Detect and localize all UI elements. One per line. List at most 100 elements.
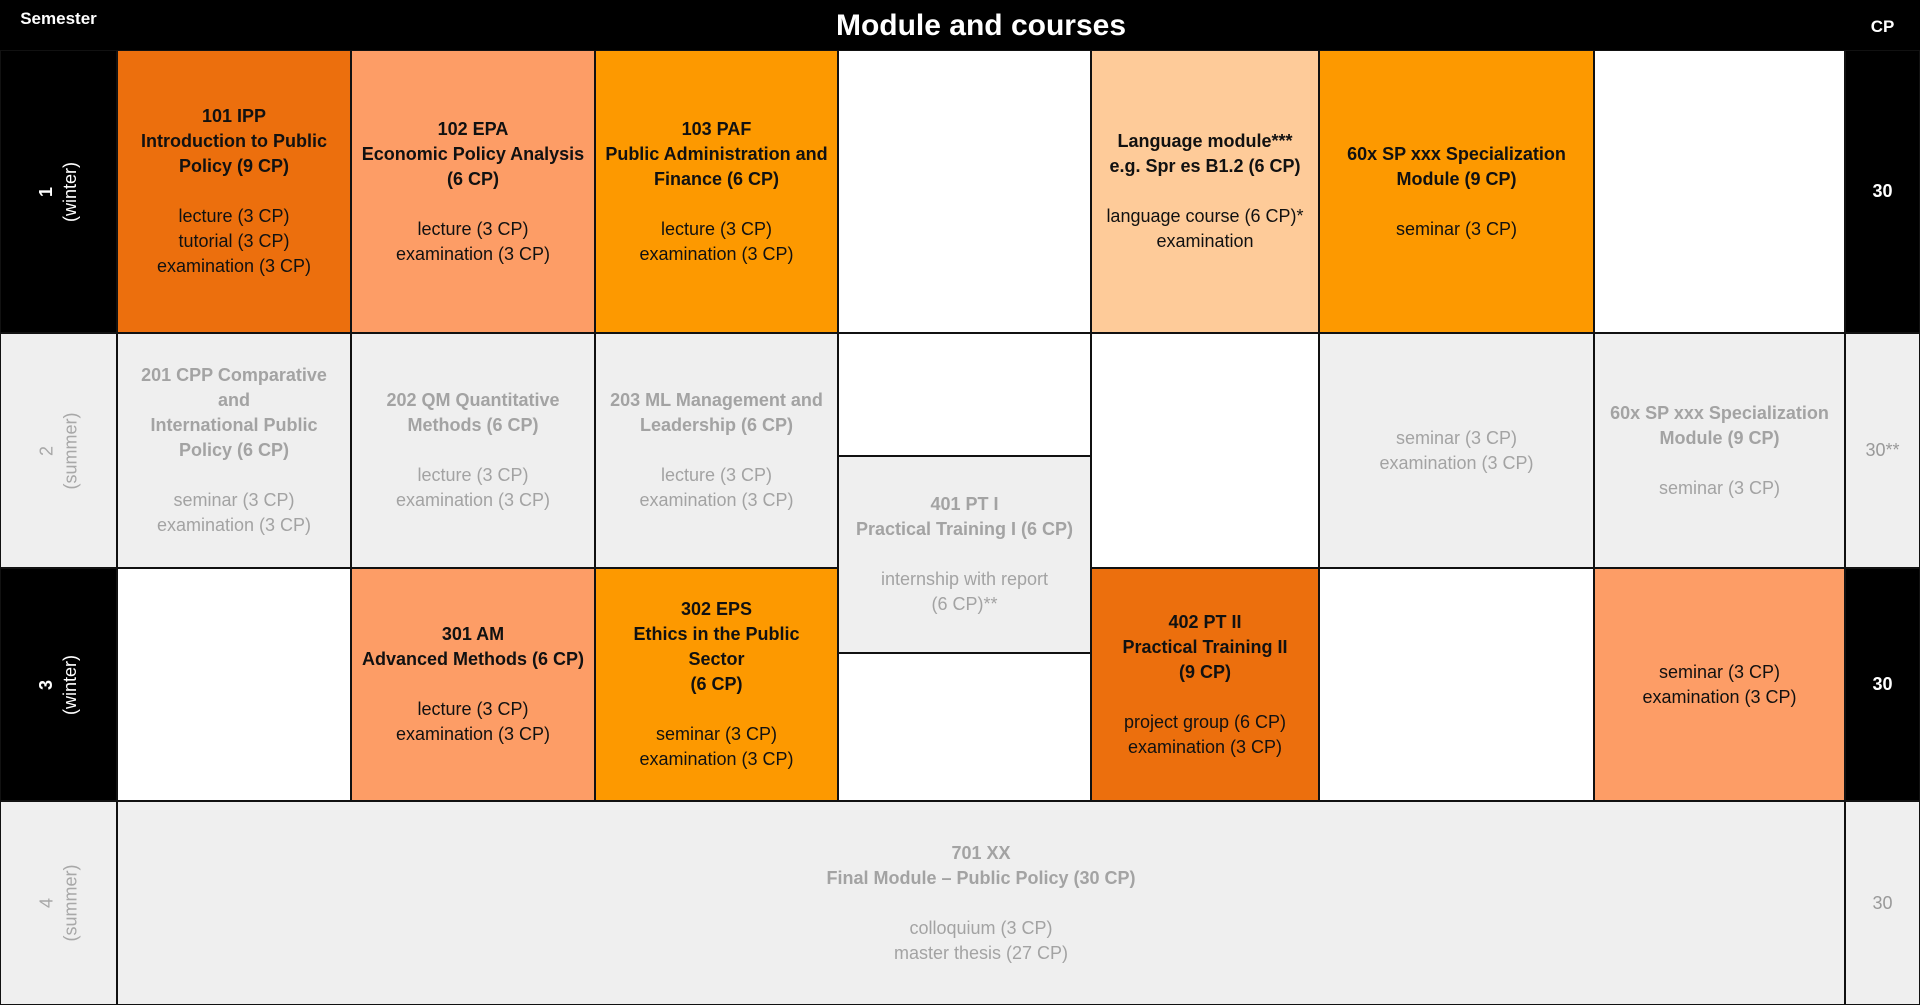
module-202-qm: 202 QM Quantitative Methods (6 CP) lectu… [351, 333, 595, 568]
module-title: Practical Training II [1122, 636, 1288, 657]
semester-header: Semester [0, 0, 117, 50]
module-302-eps: 302 EPS Ethics in the Public Sector (6 C… [595, 568, 838, 801]
empty-cell [1319, 568, 1594, 801]
module-301-am: 301 AM Advanced Methods (6 CP) lecture (… [351, 568, 595, 801]
module-title: (6 CP) [690, 674, 743, 694]
semester-number: 3 [36, 679, 57, 690]
semester-3-cp: 30 [1845, 568, 1920, 801]
semester-1-rotated: 1 (winter) [34, 161, 82, 221]
module-code: 701 XX [951, 842, 1011, 863]
module-102-epa: 102 EPA Economic Policy Analysis (6 CP) … [351, 50, 595, 333]
module-title: Finance (6 CP) [653, 168, 780, 189]
module-101-ipp: 101 IPP Introduction to Public Policy (9… [117, 50, 351, 333]
semester-season: (summer) [60, 864, 81, 942]
semester-season: (winter) [60, 654, 81, 715]
module-title: Methods (6 CP) [407, 415, 539, 435]
empty-cell [1594, 50, 1845, 333]
course-item: lecture (3 CP) [660, 465, 773, 485]
empty-cell [117, 568, 351, 801]
course-item: examination (3 CP) [1379, 452, 1534, 473]
course-item: examination [1156, 231, 1254, 251]
semester-2-rotated: 2 (summer) [35, 412, 83, 489]
semester-season: (winter) [60, 161, 81, 222]
module-title: Policy (6 CP) [178, 440, 290, 460]
module-title: e.g. Spr es B1.2 (6 CP) [1109, 156, 1301, 176]
empty-cell [838, 333, 1091, 456]
course-item: examination (3 CP) [639, 749, 794, 769]
module-103-paf: 103 PAF Public Administration and Financ… [595, 50, 838, 333]
module-title: Policy (9 CP) [178, 156, 290, 176]
empty-cell [1091, 333, 1319, 568]
module-title: 203 ML Management and [610, 390, 823, 410]
semester-number: 4 [36, 898, 57, 909]
course-item: examination (3 CP) [639, 243, 794, 264]
specialization-courses-3: seminar (3 CP) examination (3 CP) [1594, 568, 1845, 801]
course-item: examination (3 CP) [395, 490, 551, 510]
module-title: Economic Policy Analysis [361, 143, 585, 164]
module-title: Module (9 CP) [1396, 168, 1517, 189]
course-item: seminar (3 CP) [655, 724, 778, 744]
module-title: Final Module – Public Policy (30 CP) [826, 867, 1136, 888]
practical-training-column: 401 PT I Practical Training I (6 CP) int… [838, 333, 1091, 801]
course-item: lecture (3 CP) [417, 699, 529, 719]
course-item: lecture (3 CP) [178, 206, 290, 226]
module-title: Module (9 CP) [1659, 427, 1780, 448]
course-item: examination (3 CP) [395, 243, 551, 264]
course-item: examination (3 CP) [156, 256, 312, 276]
course-item: examination (3 CP) [1127, 736, 1283, 757]
semester-3-label: 3 (winter) [0, 568, 117, 801]
module-code: 401 PT I [930, 494, 999, 514]
module-title: 202 QM Quantitative [386, 390, 560, 410]
semester-4-label: 4 (summer) [0, 801, 117, 1005]
module-title: (6 CP) [446, 168, 499, 189]
module-title: Advanced Methods (6 CP) [361, 649, 585, 669]
module-title: Ethics in the Public Sector [633, 624, 800, 669]
module-title: 60x SP xxx Specialization [1610, 402, 1829, 423]
empty-cell [838, 653, 1091, 801]
module-code: 103 PAF [681, 118, 752, 139]
module-code: 402 PT II [1168, 611, 1242, 632]
course-item: examination (3 CP) [395, 724, 551, 744]
module-401-pt-i: 401 PT I Practical Training I (6 CP) int… [838, 456, 1091, 653]
specialization-module-2: 60x SP xxx Specialization Module (9 CP) … [1594, 333, 1845, 568]
module-title: International Public [150, 415, 318, 435]
semester-4-cp: 30 [1845, 801, 1920, 1005]
empty-cell [838, 50, 1091, 333]
module-title: 60x SP xxx Specialization [1347, 143, 1566, 164]
language-module: Language module*** e.g. Spr es B1.2 (6 C… [1091, 50, 1319, 333]
module-code: 302 EPS [680, 599, 753, 619]
semester-1-label: 1 (winter) [0, 50, 117, 333]
specialization-module-1: 60x SP xxx Specialization Module (9 CP) … [1319, 50, 1594, 333]
semester-number: 2 [36, 445, 57, 456]
module-code: 101 IPP [201, 106, 267, 126]
module-title: Leadership (6 CP) [639, 415, 794, 435]
course-item: lecture (3 CP) [660, 218, 773, 239]
module-code: 102 EPA [437, 118, 509, 139]
semester-4-rotated: 4 (summer) [35, 865, 83, 942]
semester-number: 1 [36, 186, 57, 197]
semester-1-cp: 30 [1845, 50, 1920, 333]
course-item: tutorial (3 CP) [178, 231, 290, 251]
course-item: internship with report [880, 569, 1049, 589]
course-item: language course (6 CP)* [1106, 206, 1304, 226]
semester-2-label: 2 (summer) [0, 333, 117, 568]
course-item: seminar (3 CP) [1395, 427, 1518, 448]
course-item: lecture (3 CP) [417, 465, 529, 485]
course-item: seminar (3 CP) [1658, 661, 1781, 682]
semester-2-cp: 30** [1845, 333, 1920, 568]
course-item: seminar (3 CP) [1658, 477, 1781, 498]
module-title: (9 CP) [1178, 661, 1231, 682]
course-item: master thesis (27 CP) [893, 942, 1069, 963]
course-item: examination (3 CP) [639, 490, 794, 510]
course-item: examination (3 CP) [1642, 686, 1797, 707]
course-item: seminar (3 CP) [1395, 218, 1518, 239]
module-title: Practical Training I (6 CP) [855, 519, 1074, 539]
course-item: lecture (3 CP) [417, 218, 529, 239]
semester-3-rotated: 3 (winter) [34, 654, 82, 714]
module-title: Introduction to Public [141, 131, 327, 151]
module-701-final: 701 XX Final Module – Public Policy (30 … [117, 801, 1845, 1005]
specialization-courses-2: seminar (3 CP) examination (3 CP) [1319, 333, 1594, 568]
module-title: 201 CPP Comparative and [141, 365, 327, 410]
module-203-ml: 203 ML Management and Leadership (6 CP) … [595, 333, 838, 568]
